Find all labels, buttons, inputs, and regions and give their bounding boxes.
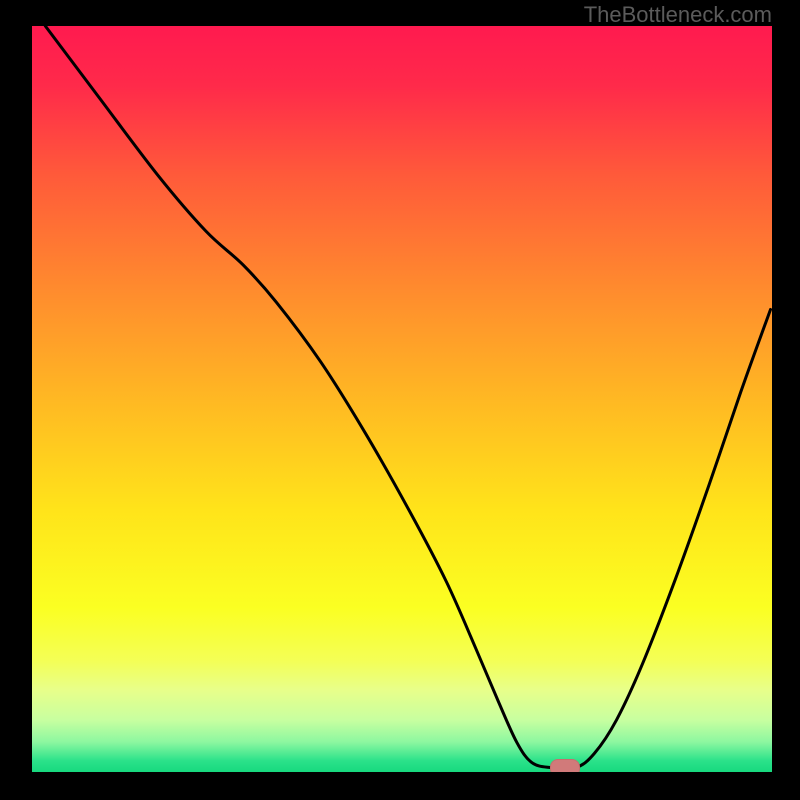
bottleneck-curve	[32, 26, 772, 772]
chart-frame: TheBottleneck.com	[0, 0, 800, 800]
curve-path	[45, 26, 770, 769]
optimum-marker	[550, 759, 580, 772]
plot-area	[32, 26, 772, 772]
watermark-text: TheBottleneck.com	[584, 2, 772, 28]
